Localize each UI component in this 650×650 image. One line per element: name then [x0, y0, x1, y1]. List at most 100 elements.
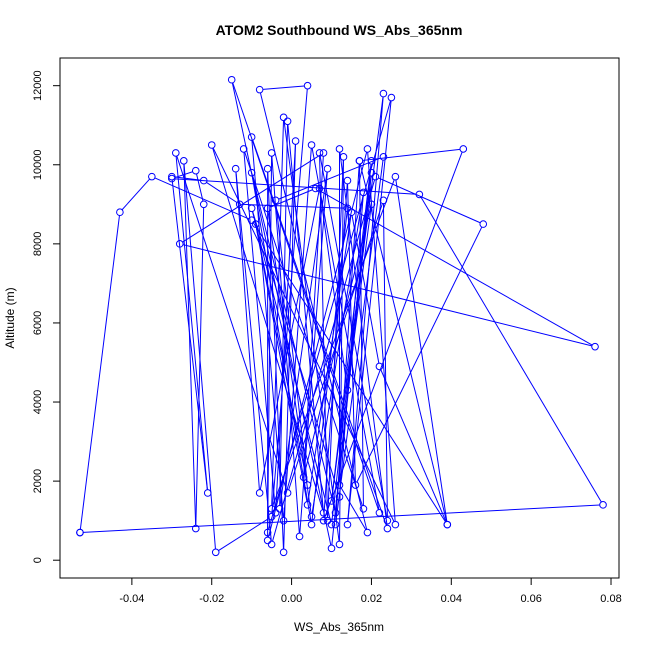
data-point [367, 168, 376, 177]
series-line-segment [319, 191, 348, 387]
data-point [235, 200, 244, 209]
data-point [391, 520, 400, 529]
data-point [283, 489, 292, 497]
series-line-segment [382, 203, 388, 518]
data-point [379, 153, 388, 161]
data-point [315, 149, 324, 157]
series-line-segment [259, 191, 320, 490]
y-axis-label: Altitude (m) [3, 287, 17, 348]
series-line-segment [347, 96, 384, 522]
x-axis-label: WS_Abs_365nm [294, 620, 384, 634]
data-point [479, 220, 488, 228]
series-line-segment [231, 82, 332, 546]
data-point [343, 204, 352, 213]
series-line-segment [275, 144, 296, 510]
series-line-segment [252, 211, 340, 494]
y-tick-label: 8000 [32, 232, 44, 256]
data-point [303, 481, 312, 489]
data-point [375, 508, 384, 517]
data-point [199, 200, 208, 209]
x-tick-label: 0.00 [281, 593, 302, 605]
data-point [231, 164, 240, 173]
data-point [355, 157, 364, 165]
series-line-segment [272, 179, 395, 506]
series-line-segment [251, 175, 312, 522]
data-point [211, 548, 220, 557]
data-point [179, 157, 188, 165]
series-line-segment [255, 227, 308, 502]
data-point [175, 240, 184, 248]
data-point [367, 157, 376, 165]
series-line-segment [307, 215, 352, 502]
series-line-segment [176, 155, 288, 491]
data-point [327, 520, 336, 529]
data-point [267, 504, 276, 513]
series-line-segment [196, 173, 204, 202]
data-point [247, 216, 256, 224]
series-line-segment [251, 211, 332, 522]
data-point [295, 532, 304, 541]
y-tick-label: 2000 [32, 469, 44, 493]
data-point [323, 164, 332, 173]
data-point [383, 524, 392, 533]
data-point [247, 204, 256, 213]
series-line-segment [275, 203, 308, 482]
series-line-segment [271, 88, 308, 514]
data-point [331, 520, 340, 529]
series-line-segment [175, 156, 208, 490]
data-point [591, 342, 599, 351]
data-point [247, 168, 256, 177]
series-line-segment [378, 177, 481, 224]
data-point [311, 184, 320, 193]
series-line-segment [319, 156, 388, 518]
data-point [255, 489, 264, 497]
data-point [263, 528, 272, 537]
series-line-segment [335, 160, 384, 522]
series-line-segment [380, 369, 447, 522]
data-point [383, 516, 392, 525]
series-line-segment [83, 504, 600, 533]
series-line-segment [195, 207, 205, 526]
data-point [247, 133, 256, 141]
data-point [239, 145, 248, 153]
series-line-segment [218, 518, 270, 551]
data-point [375, 362, 384, 371]
data-point [116, 208, 124, 217]
series-line-segment [303, 156, 324, 474]
series-line-segment [183, 164, 216, 550]
series-line-segment [303, 207, 372, 475]
series-line-segment [347, 183, 356, 482]
data-point [343, 386, 352, 394]
data-point [251, 220, 260, 228]
data-series [76, 75, 607, 557]
y-tick-label: 12000 [32, 70, 44, 101]
data-point [379, 196, 388, 205]
data-point [267, 540, 276, 549]
series-line-segment [154, 177, 249, 220]
series-line-segment [183, 164, 197, 526]
series-line-segment [356, 226, 483, 483]
x-tick-label: -0.04 [119, 593, 144, 605]
x-tick-label: 0.06 [520, 593, 541, 605]
series-line-segment [206, 181, 238, 203]
series-line-segment [324, 151, 463, 518]
data-point [335, 481, 344, 489]
data-point [335, 145, 344, 153]
data-point [331, 508, 340, 517]
data-point [379, 89, 388, 98]
series-line-segment [319, 156, 328, 518]
data-point [319, 149, 328, 157]
series-line-segment [182, 244, 592, 347]
data-point [279, 548, 288, 557]
series-line-segment [283, 148, 312, 518]
series-line-segment [420, 197, 602, 503]
series-line-segment [121, 178, 151, 211]
data-point [367, 200, 376, 209]
series-line-segment [311, 148, 380, 510]
data-point [391, 172, 400, 181]
data-point [283, 117, 292, 126]
series-line-segment [175, 176, 201, 181]
series-line-segment [335, 164, 360, 522]
series-line-segment [182, 154, 322, 243]
series-line-segment [340, 487, 367, 530]
